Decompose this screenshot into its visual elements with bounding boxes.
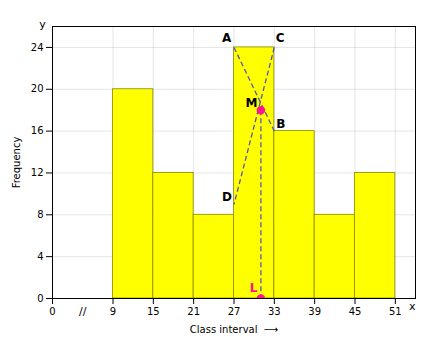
svg-text:L: L [250, 281, 258, 295]
svg-text:0: 0 [49, 306, 55, 317]
svg-text:20: 20 [31, 83, 44, 94]
svg-text:39: 39 [308, 306, 321, 317]
svg-text:Frequency: Frequency [11, 137, 22, 189]
svg-text:A: A [222, 31, 232, 45]
svg-text:51: 51 [389, 306, 402, 317]
svg-text:8: 8 [37, 209, 43, 220]
svg-text:D: D [222, 190, 232, 204]
svg-text:0: 0 [37, 293, 43, 304]
svg-text:12: 12 [31, 167, 44, 178]
svg-text:Class interval ⟶: Class interval ⟶ [190, 324, 278, 335]
svg-text:M: M [246, 96, 258, 110]
svg-text:27: 27 [228, 306, 241, 317]
svg-text:21: 21 [187, 306, 200, 317]
svg-text:B: B [276, 117, 285, 131]
svg-text:24: 24 [31, 42, 44, 53]
svg-text:9: 9 [110, 306, 116, 317]
svg-text:x: x [409, 300, 416, 313]
svg-text:15: 15 [147, 306, 160, 317]
svg-text:4: 4 [37, 251, 43, 262]
svg-text://: // [79, 305, 87, 318]
svg-text:45: 45 [349, 306, 362, 317]
svg-text:16: 16 [31, 125, 44, 136]
svg-text:C: C [276, 31, 285, 45]
svg-text:33: 33 [268, 306, 281, 317]
svg-text:y: y [39, 18, 46, 31]
